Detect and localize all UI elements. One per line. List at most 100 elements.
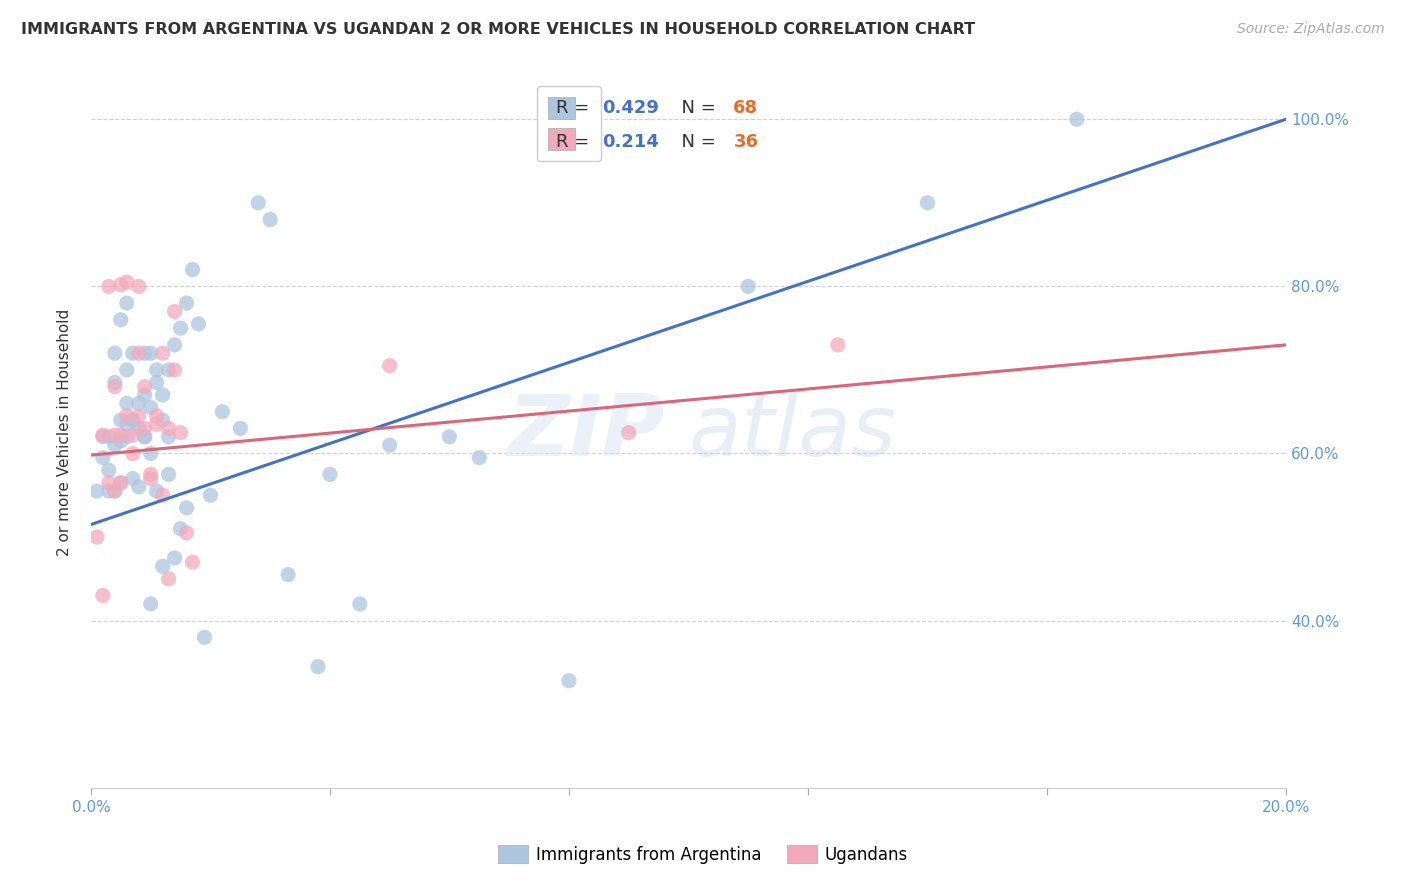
- Text: 0.214: 0.214: [602, 134, 659, 152]
- Point: [97, 484, 120, 499]
- Point: [157, 572, 180, 586]
- Point: [121, 413, 143, 427]
- Point: [104, 376, 127, 390]
- Point: [319, 467, 342, 482]
- Point: [145, 363, 167, 377]
- Point: [181, 555, 204, 569]
- Point: [134, 388, 156, 402]
- Point: [139, 597, 162, 611]
- Point: [152, 413, 174, 427]
- Point: [110, 475, 132, 490]
- Point: [134, 346, 156, 360]
- Point: [128, 346, 150, 360]
- Point: [121, 446, 143, 460]
- Point: [349, 597, 371, 611]
- Point: [737, 279, 759, 293]
- Point: [128, 409, 150, 423]
- Point: [617, 425, 640, 440]
- Point: [121, 413, 143, 427]
- Point: [91, 428, 114, 442]
- Point: [145, 417, 167, 432]
- Point: [110, 313, 132, 327]
- Y-axis label: 2 or more Vehicles in Household: 2 or more Vehicles in Household: [58, 309, 72, 557]
- Point: [439, 430, 461, 444]
- Point: [163, 551, 186, 566]
- Point: [104, 484, 127, 499]
- Text: atlas: atlas: [689, 391, 897, 474]
- Point: [917, 195, 939, 210]
- Point: [152, 488, 174, 502]
- Point: [169, 522, 191, 536]
- Point: [134, 430, 156, 444]
- Point: [86, 484, 108, 499]
- Point: [152, 388, 174, 402]
- Point: [1066, 112, 1088, 127]
- Point: [163, 304, 186, 318]
- Point: [128, 396, 150, 410]
- Legend: , : ,: [537, 87, 600, 161]
- Point: [115, 417, 138, 432]
- Point: [211, 405, 233, 419]
- Point: [187, 317, 209, 331]
- Point: [121, 472, 143, 486]
- Point: [104, 484, 127, 499]
- Text: 0.429: 0.429: [602, 99, 659, 118]
- Point: [104, 428, 127, 442]
- Point: [145, 376, 167, 390]
- Point: [121, 346, 143, 360]
- Point: [139, 467, 162, 482]
- Text: R =: R =: [557, 134, 596, 152]
- Point: [121, 428, 143, 442]
- Point: [169, 425, 191, 440]
- Text: N =: N =: [671, 134, 721, 152]
- Point: [163, 363, 186, 377]
- Point: [110, 475, 132, 490]
- Text: ZIP: ZIP: [508, 391, 665, 474]
- Point: [468, 450, 491, 465]
- Point: [259, 212, 281, 227]
- Point: [200, 488, 222, 502]
- Point: [134, 379, 156, 393]
- Point: [229, 421, 252, 435]
- Point: [169, 321, 191, 335]
- Point: [176, 500, 198, 515]
- Text: 36: 36: [734, 134, 758, 152]
- Point: [157, 467, 180, 482]
- Point: [110, 277, 132, 292]
- Point: [104, 438, 127, 452]
- Point: [139, 472, 162, 486]
- Point: [827, 338, 849, 352]
- Point: [307, 659, 329, 673]
- Point: [134, 430, 156, 444]
- Point: [139, 446, 162, 460]
- Point: [558, 673, 581, 688]
- Point: [181, 262, 204, 277]
- Text: IMMIGRANTS FROM ARGENTINA VS UGANDAN 2 OR MORE VEHICLES IN HOUSEHOLD CORRELATION: IMMIGRANTS FROM ARGENTINA VS UGANDAN 2 O…: [21, 22, 976, 37]
- Point: [104, 379, 127, 393]
- Point: [97, 279, 120, 293]
- Point: [277, 567, 299, 582]
- Point: [139, 346, 162, 360]
- Point: [97, 463, 120, 477]
- Text: 68: 68: [734, 99, 758, 118]
- Point: [104, 346, 127, 360]
- Point: [110, 434, 132, 448]
- Point: [115, 396, 138, 410]
- Point: [115, 275, 138, 289]
- Point: [91, 450, 114, 465]
- Point: [193, 631, 215, 645]
- Point: [176, 525, 198, 540]
- Point: [86, 530, 108, 544]
- Point: [110, 428, 132, 442]
- Point: [91, 430, 114, 444]
- Point: [134, 421, 156, 435]
- Point: [115, 409, 138, 423]
- Point: [152, 346, 174, 360]
- Point: [97, 475, 120, 490]
- Point: [163, 338, 186, 352]
- Point: [145, 409, 167, 423]
- Point: [110, 413, 132, 427]
- Text: Source: ZipAtlas.com: Source: ZipAtlas.com: [1237, 22, 1385, 37]
- Point: [152, 559, 174, 574]
- Point: [378, 359, 401, 373]
